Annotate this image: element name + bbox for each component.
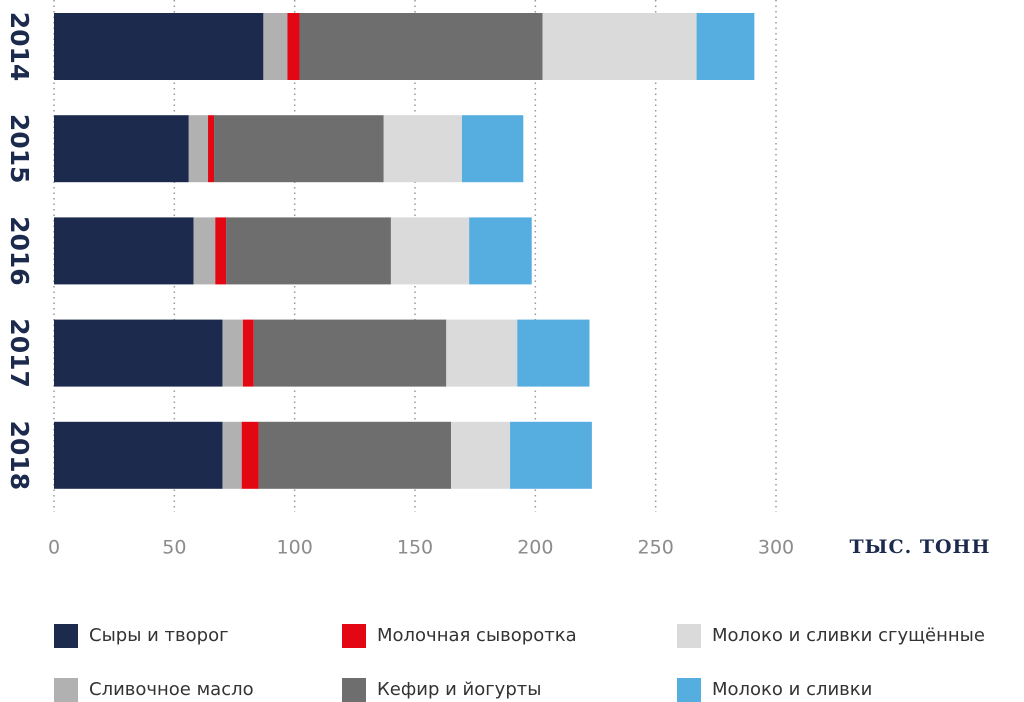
y-tick-label: 2018 xyxy=(5,421,34,491)
bar-segment xyxy=(517,319,590,387)
bar-segment xyxy=(208,115,215,183)
bar-segment xyxy=(188,115,209,183)
x-tick-label: 300 xyxy=(758,537,794,559)
bar-segment xyxy=(469,217,532,285)
legend-swatch xyxy=(677,678,701,702)
bar-segment xyxy=(510,421,592,489)
legend-label: Кефир и йогурты xyxy=(377,679,541,700)
bar-segment xyxy=(242,319,254,387)
legend-swatch xyxy=(677,624,701,648)
bar-segment xyxy=(390,217,470,285)
x-axis-label: ТЫС. ТОНН xyxy=(850,536,991,558)
y-tick-label: 2016 xyxy=(5,216,34,286)
legend-swatch xyxy=(342,624,366,648)
legend-label: Молоко и сливки сгущённые xyxy=(712,625,985,646)
bar-segment xyxy=(383,115,462,183)
legend-swatch xyxy=(54,624,78,648)
bar-segment xyxy=(214,115,384,183)
bar-segment xyxy=(226,217,391,285)
bar-segment xyxy=(54,421,223,489)
bar-segment xyxy=(451,421,511,489)
bar-segment xyxy=(215,217,227,285)
bar-segment xyxy=(222,319,243,387)
legend-swatch xyxy=(342,678,366,702)
legend-label: Сливочное масло xyxy=(89,679,254,700)
legend-label: Сыры и творог xyxy=(89,625,229,646)
x-tick-label: 200 xyxy=(517,537,553,559)
x-tick-label: 0 xyxy=(48,537,60,559)
legend-label: Молоко и сливки xyxy=(712,679,872,700)
bar-segment xyxy=(222,421,242,489)
x-tick-label: 250 xyxy=(638,537,674,559)
bar-segment xyxy=(696,13,755,80)
bar-segment xyxy=(54,217,194,285)
bar-segment xyxy=(253,319,447,387)
bar-segment xyxy=(542,13,697,80)
bar-segment xyxy=(54,115,189,183)
legend-label: Молочная сыворотка xyxy=(377,625,577,646)
bar-segment xyxy=(299,13,543,80)
bar-segment xyxy=(287,13,300,80)
bar-segment xyxy=(461,115,524,183)
bar-segment xyxy=(193,217,216,285)
x-tick-label: 50 xyxy=(162,537,186,559)
y-tick-label: 2015 xyxy=(5,114,34,184)
bar-segment xyxy=(54,13,264,80)
bar-segment xyxy=(446,319,518,387)
bar-segment xyxy=(54,319,223,387)
y-tick-label: 2014 xyxy=(5,12,34,82)
x-tick-label: 100 xyxy=(277,537,313,559)
bar-segment xyxy=(258,421,452,489)
bar-segment xyxy=(241,421,259,489)
y-tick-label: 2017 xyxy=(5,318,34,388)
legend-swatch xyxy=(54,678,78,702)
bar-segment xyxy=(263,13,288,80)
x-tick-label: 150 xyxy=(397,537,433,559)
